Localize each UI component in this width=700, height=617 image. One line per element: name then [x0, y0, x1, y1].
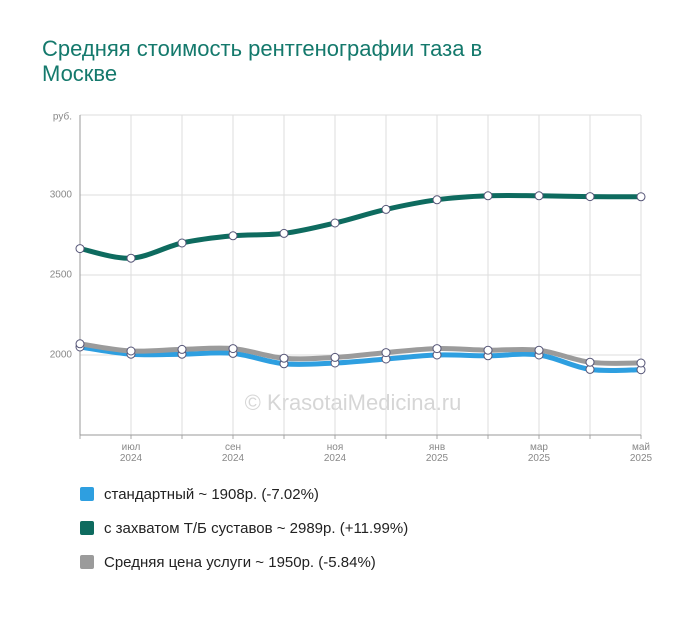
point [381, 348, 391, 358]
watermark: © KrasotaiMedicina.ru [245, 390, 462, 415]
point [177, 344, 187, 354]
y-tick-label: 3000 [50, 190, 73, 201]
x-tick-label: мар 2025 [528, 442, 551, 464]
y-tick-label: руб. [53, 111, 72, 123]
point [75, 244, 85, 254]
y-tick-label: 2500 [50, 270, 73, 281]
point [177, 238, 187, 248]
point [585, 192, 595, 202]
point [126, 346, 136, 356]
x-tick-label: ноя 2024 [324, 442, 347, 464]
y-tick-label: 2000 [50, 350, 73, 361]
point [483, 345, 493, 355]
point [483, 191, 493, 201]
point [126, 253, 136, 263]
legend-label: Средняя цена услуги ~ 1950р. (-5.84%) [104, 554, 376, 571]
point [534, 345, 544, 355]
point [636, 358, 646, 368]
point [330, 218, 340, 228]
point [279, 228, 289, 238]
x-tick-label: янв 2025 [426, 442, 449, 464]
x-tick-label: июл 2024 [120, 442, 143, 464]
legend-label: с захватом Т/Б суставов ~ 2989р. (+11.99… [104, 520, 408, 537]
point [228, 344, 238, 354]
x-tick-label: сен 2024 [222, 442, 245, 464]
legend-label: стандартный ~ 1908р. (-7.02%) [104, 486, 319, 503]
point [75, 339, 85, 349]
point [636, 192, 646, 202]
legend-swatch [80, 521, 94, 535]
series-line [77, 192, 644, 261]
point [432, 195, 442, 205]
point [279, 353, 289, 363]
point [585, 357, 595, 367]
legend-swatch [80, 487, 94, 501]
point [381, 204, 391, 214]
point [534, 191, 544, 201]
point [228, 231, 238, 241]
legend-swatch [80, 555, 94, 569]
point [330, 352, 340, 362]
point [432, 344, 442, 354]
x-tick-label: май 2025 [630, 442, 653, 464]
